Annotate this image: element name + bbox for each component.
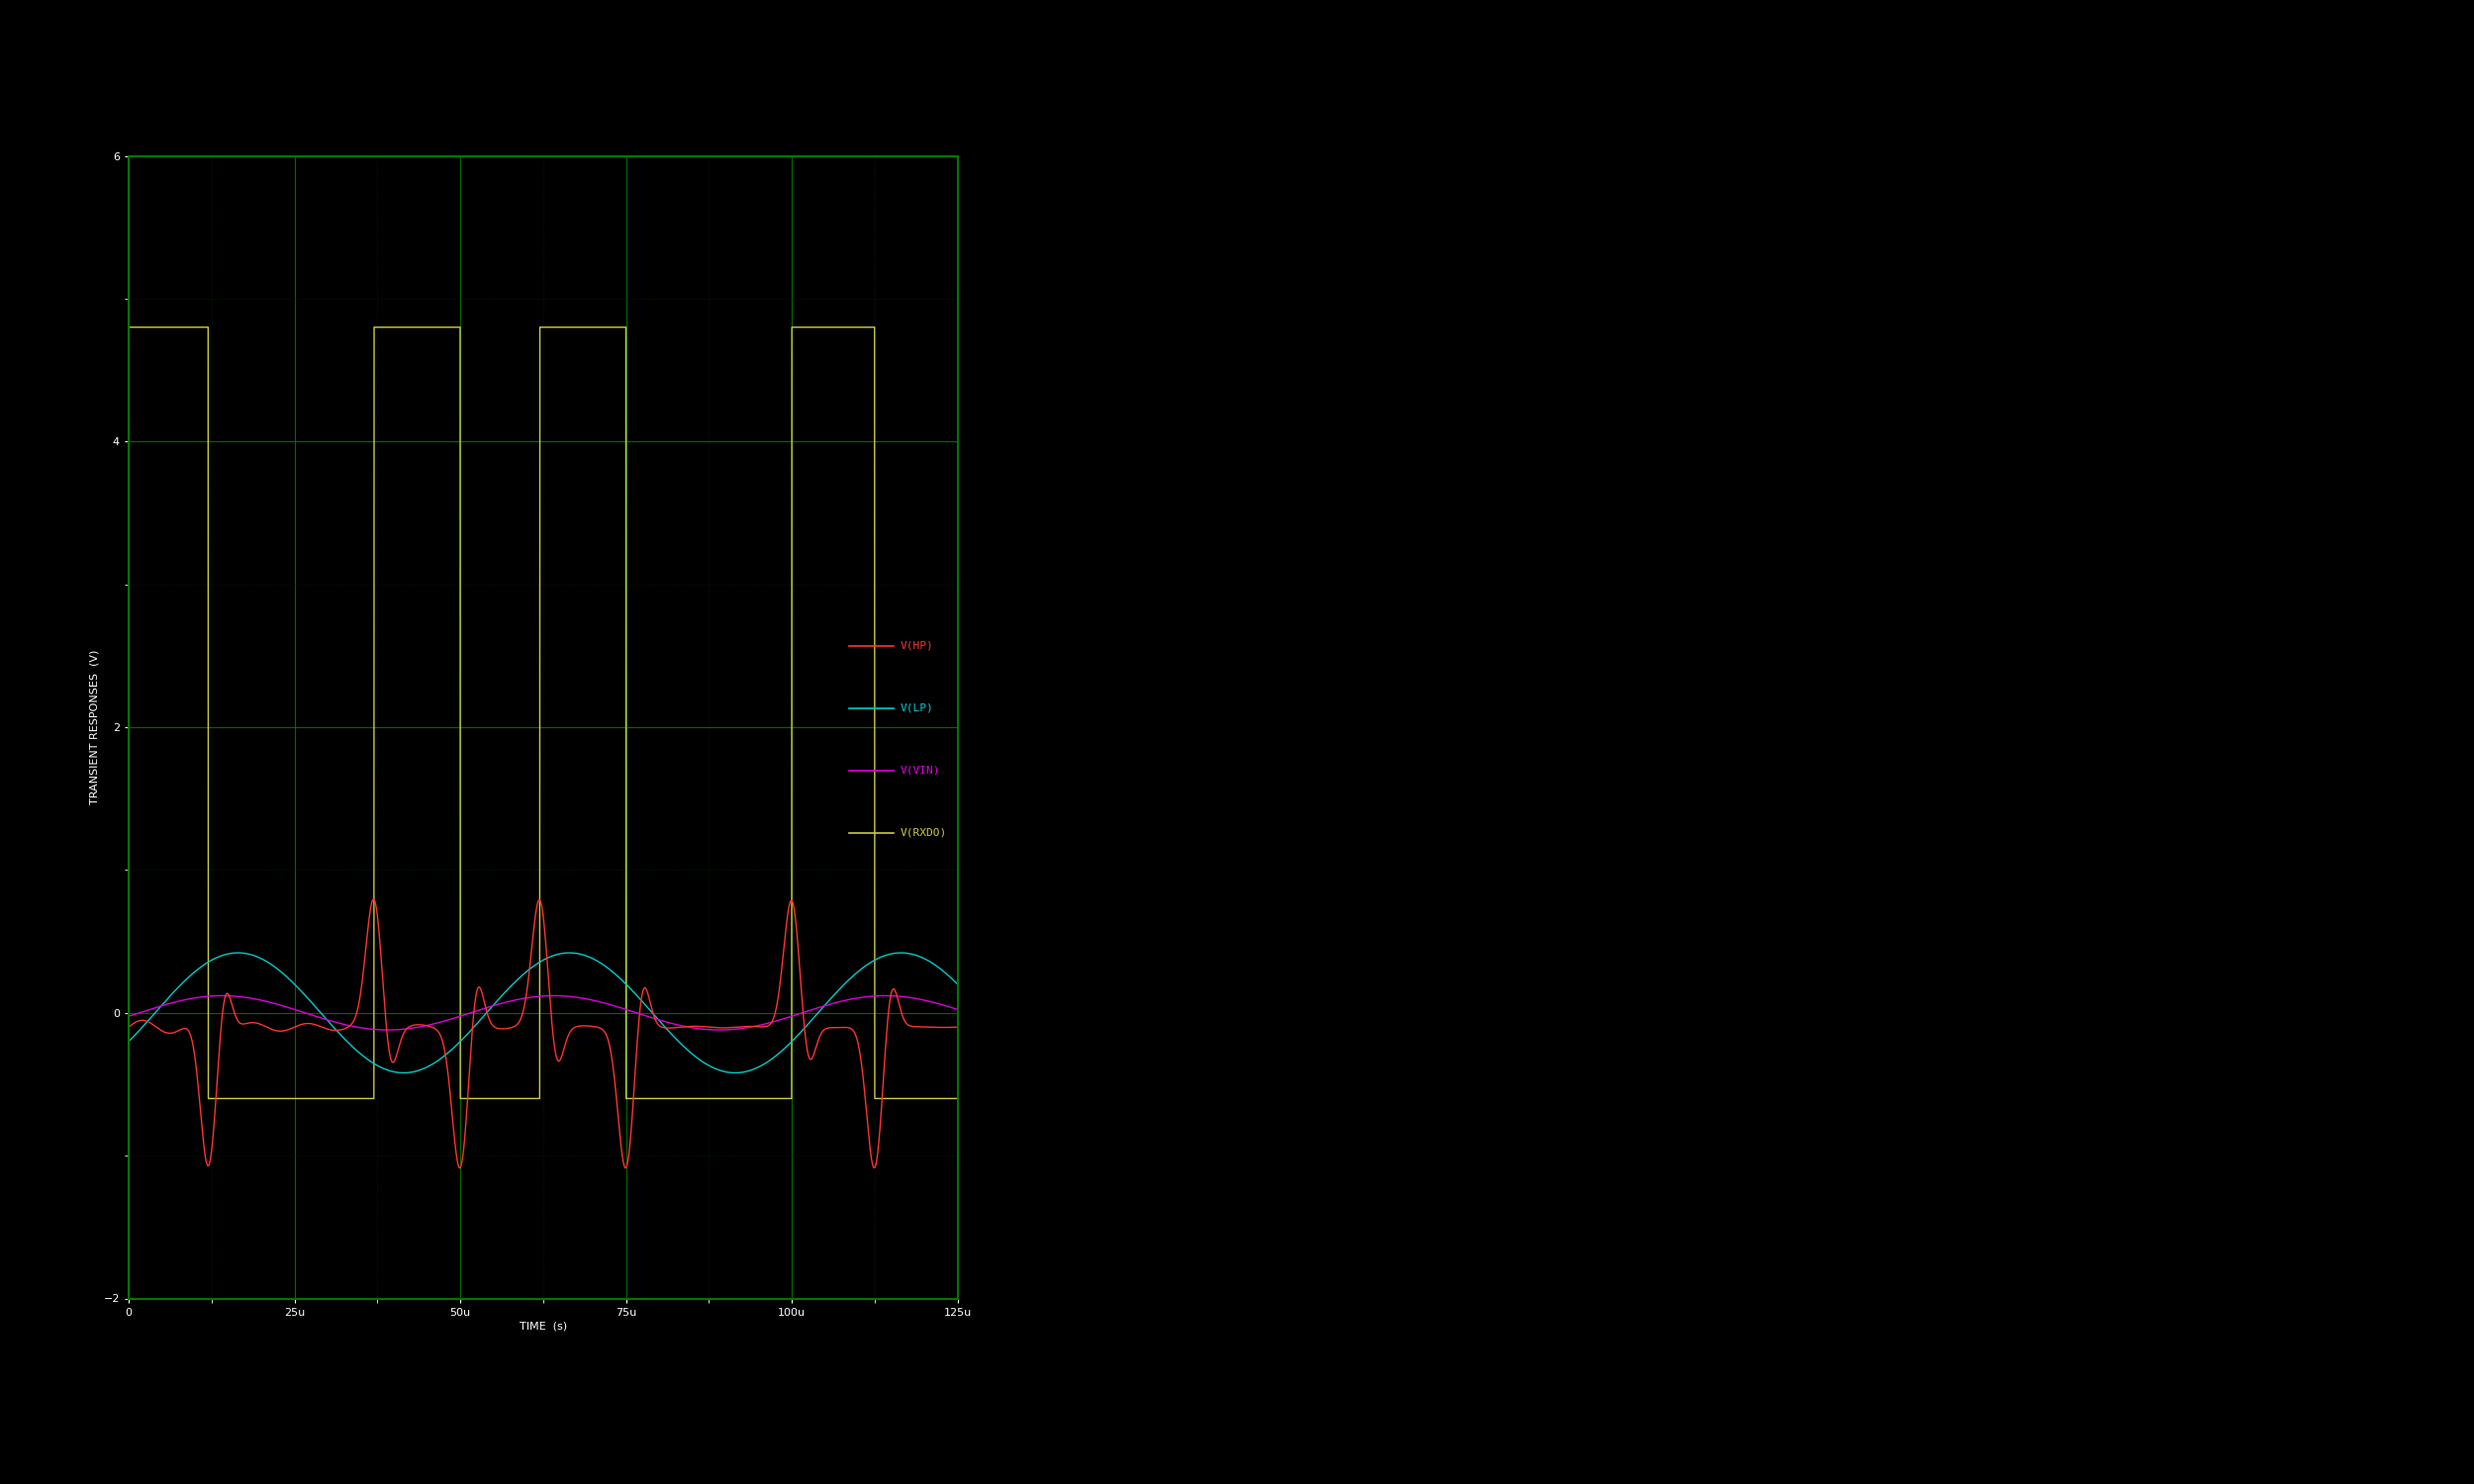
V(RXDO) (114, 319, 143, 337)
V(RXDO) (641, 1089, 670, 1107)
V(HP) (772, 907, 802, 925)
V(LP) (156, 987, 186, 1005)
V(VIN) (705, 1021, 735, 1039)
V(HP) (727, 1018, 757, 1036)
Line: V(HP): V(HP) (129, 899, 957, 1168)
V(LP) (641, 1008, 670, 1025)
V(RXDO) (193, 1089, 223, 1107)
V(LP) (720, 1064, 750, 1082)
V(VIN) (943, 1000, 972, 1018)
V(RXDO) (727, 1089, 757, 1107)
V(VIN) (156, 994, 186, 1012)
V(HP) (641, 1011, 670, 1028)
V(LP) (114, 1033, 143, 1051)
V(RXDO) (943, 1089, 972, 1107)
V(VIN) (641, 1011, 670, 1028)
V(HP) (114, 1018, 143, 1036)
V(RXDO) (604, 319, 633, 337)
V(LP) (604, 969, 633, 987)
Text: V(HP): V(HP) (901, 641, 935, 650)
X-axis label: TIME  (s): TIME (s) (520, 1321, 567, 1331)
V(HP) (359, 890, 388, 908)
V(RXDO) (413, 319, 443, 337)
Text: V(RXDO): V(RXDO) (901, 828, 948, 837)
V(HP) (943, 1018, 972, 1036)
Text: V(VIN): V(VIN) (901, 766, 940, 775)
V(HP) (604, 1119, 633, 1137)
V(VIN) (727, 1020, 757, 1037)
V(LP) (772, 1037, 802, 1055)
V(RXDO) (772, 1089, 802, 1107)
V(VIN) (604, 999, 633, 1017)
V(VIN) (871, 987, 901, 1005)
V(LP) (554, 944, 584, 962)
V(RXDO) (156, 319, 186, 337)
V(LP) (943, 975, 972, 993)
Text: V(LP): V(LP) (901, 703, 935, 712)
V(VIN) (772, 1009, 802, 1027)
V(HP) (156, 1024, 186, 1042)
Line: V(LP): V(LP) (129, 953, 957, 1073)
V(HP) (445, 1159, 475, 1177)
V(HP) (413, 1018, 443, 1036)
V(LP) (413, 1057, 443, 1074)
Y-axis label: TRANSIENT RESPONSES  (V): TRANSIENT RESPONSES (V) (89, 650, 99, 804)
Line: V(RXDO): V(RXDO) (129, 328, 957, 1098)
V(LP) (727, 1063, 757, 1080)
V(VIN) (413, 1017, 443, 1034)
V(VIN) (114, 1008, 143, 1025)
Line: V(VIN): V(VIN) (129, 996, 957, 1030)
